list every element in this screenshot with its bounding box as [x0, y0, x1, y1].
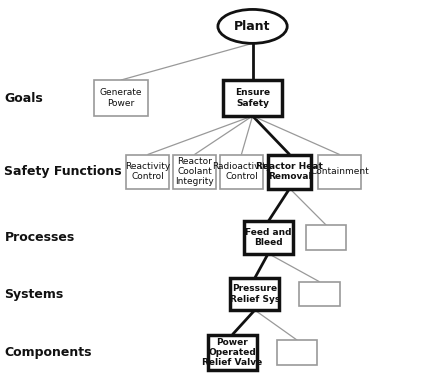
Bar [230, 278, 279, 310]
Ellipse shape [218, 9, 287, 43]
Text: Power
Operated
Relief Valve: Power Operated Relief Valve [202, 337, 262, 368]
Text: Safety Functions: Safety Functions [4, 165, 122, 178]
Bar [299, 282, 340, 306]
Text: Reactor
Coolant
Integrity: Reactor Coolant Integrity [175, 156, 214, 187]
Bar [208, 335, 257, 370]
Text: Plant: Plant [234, 20, 271, 33]
Text: Goals: Goals [4, 92, 43, 104]
Text: Generate
Power: Generate Power [99, 88, 142, 108]
Text: Containment: Containment [310, 167, 369, 176]
Text: Pressure
Relief Sys: Pressure Relief Sys [230, 284, 280, 304]
Bar [306, 225, 346, 250]
Text: Reactor Heat
Removal: Reactor Heat Removal [256, 162, 323, 181]
Bar [318, 155, 361, 188]
Bar [277, 340, 317, 365]
Text: Reactivity
Control: Reactivity Control [125, 162, 170, 181]
Text: Components: Components [4, 346, 92, 359]
Bar [224, 80, 282, 116]
Text: Radioactivity
Control: Radioactivity Control [212, 162, 271, 181]
Bar [244, 221, 293, 253]
Bar [268, 155, 311, 188]
Text: Ensure
Safety: Ensure Safety [235, 88, 270, 108]
Text: Feed and
Bleed: Feed and Bleed [245, 228, 291, 247]
Text: Systems: Systems [4, 288, 64, 300]
Bar [173, 155, 215, 188]
Text: Processes: Processes [4, 231, 75, 244]
Bar [127, 155, 169, 188]
Bar [220, 155, 263, 188]
Bar [94, 80, 148, 116]
